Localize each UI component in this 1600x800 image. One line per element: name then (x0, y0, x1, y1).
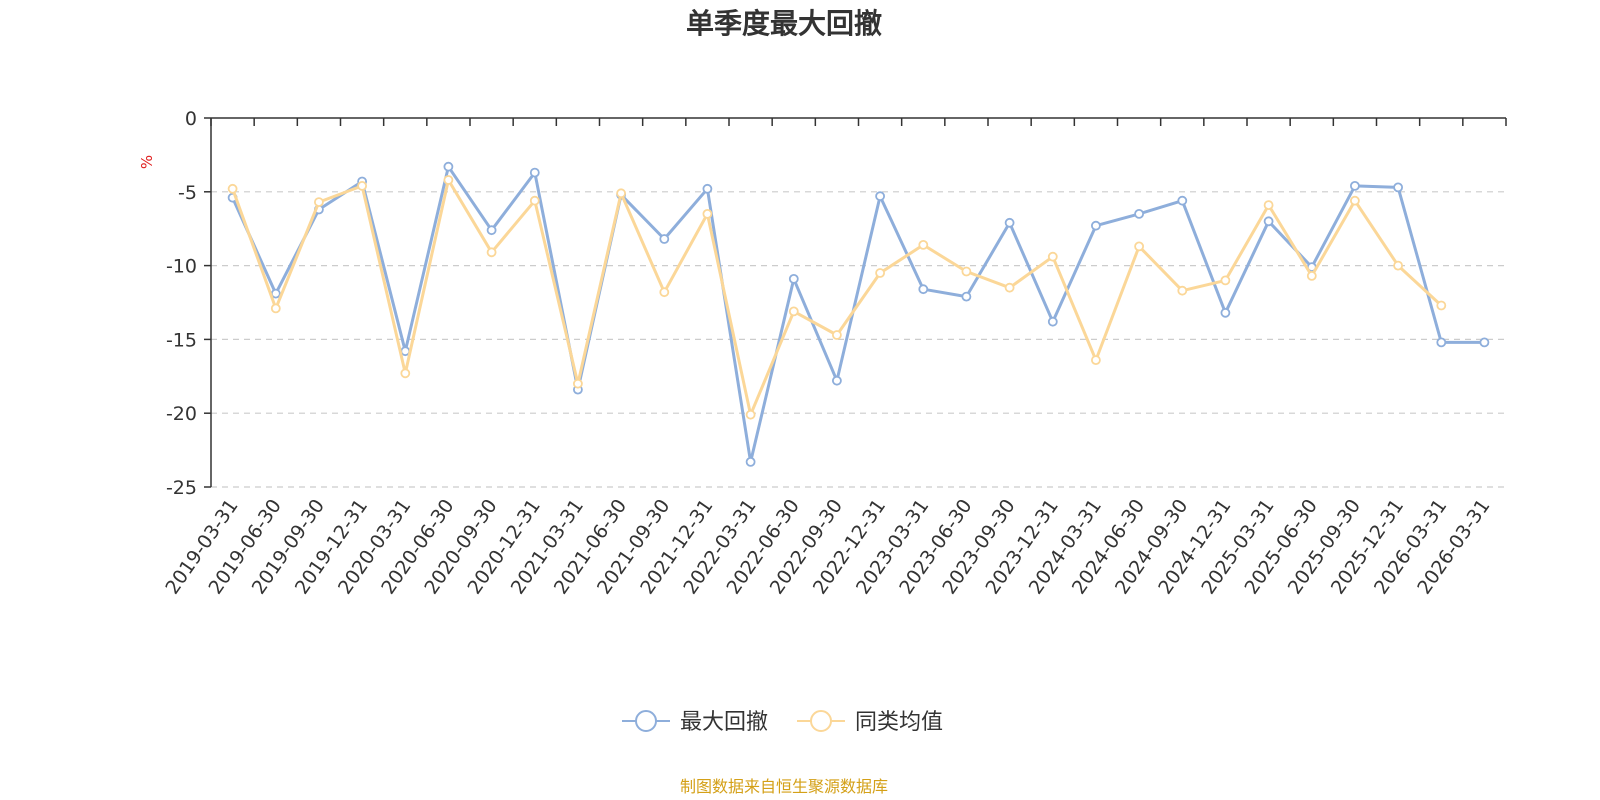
data-point (1177, 195, 1188, 206)
data-point (788, 306, 799, 317)
y-tick-label: 0 (185, 108, 197, 130)
data-point (443, 161, 454, 172)
data-point (659, 287, 670, 298)
data-point (659, 234, 670, 244)
data-point (1393, 260, 1403, 271)
data-point (1436, 300, 1447, 311)
source-note: 制图数据来自恒生聚源数据库 (680, 777, 888, 796)
data-point (1350, 180, 1360, 191)
data-point (1220, 307, 1231, 318)
legend-marker (810, 710, 832, 732)
data-point (1047, 251, 1058, 262)
data-point (1091, 355, 1101, 366)
y-axis-ticks: 0 -5 -10 -15 -20 -25 (166, 108, 211, 499)
legend-item-0: 最大回撤 (622, 710, 768, 735)
legend: 最大回撤 同类均值 (622, 710, 943, 735)
series-1 (227, 175, 1447, 420)
data-point (1134, 241, 1144, 252)
data-point (1220, 275, 1231, 286)
data-point (270, 303, 281, 314)
data-point (1091, 220, 1101, 231)
data-point (918, 239, 929, 250)
data-point (1436, 337, 1447, 348)
data-point (1263, 200, 1274, 211)
data-point (961, 266, 972, 277)
data-point (745, 456, 756, 467)
data-point (486, 247, 497, 258)
data-point (961, 291, 972, 302)
y-tick-label: -10 (166, 256, 197, 278)
data-point (1306, 270, 1317, 281)
data-point (529, 195, 540, 206)
data-point (1350, 195, 1360, 206)
data-point (702, 208, 713, 219)
data-point (1393, 182, 1403, 193)
data-point (832, 330, 842, 340)
data-point (702, 183, 713, 194)
legend-marker (635, 710, 657, 732)
legend-label: 最大回撤 (680, 710, 768, 735)
data-point (918, 284, 929, 295)
legend-label: 同类均值 (855, 710, 943, 735)
data-point (400, 368, 411, 379)
data-point (486, 225, 497, 236)
y-tick-label: -20 (166, 403, 197, 425)
legend-item-1: 同类均值 (797, 710, 943, 735)
series-lines (227, 161, 1490, 467)
data-point (1479, 337, 1490, 348)
data-point (313, 197, 324, 208)
data-point (357, 180, 368, 191)
data-point (788, 273, 799, 284)
data-point (1004, 282, 1015, 293)
data-point (443, 175, 454, 185)
data-point (573, 378, 583, 389)
data-point (227, 183, 238, 194)
y-tick-label: -25 (166, 477, 197, 499)
data-point (875, 191, 885, 202)
data-point (1047, 316, 1058, 327)
data-point (745, 409, 756, 420)
series-line (231, 165, 1485, 464)
data-point (1134, 208, 1144, 219)
y-axis-unit: % (138, 155, 156, 169)
data-point (529, 167, 540, 178)
data-point (875, 268, 885, 278)
y-tick-label: -5 (178, 182, 197, 204)
data-point (832, 375, 842, 386)
gridlines (211, 191, 1506, 488)
data-point (1004, 217, 1015, 228)
y-tick-label: -15 (166, 329, 197, 351)
data-point (1177, 285, 1188, 296)
data-point (616, 188, 626, 199)
data-point (1263, 216, 1274, 227)
chart-title: 单季度最大回撤 (686, 7, 882, 40)
